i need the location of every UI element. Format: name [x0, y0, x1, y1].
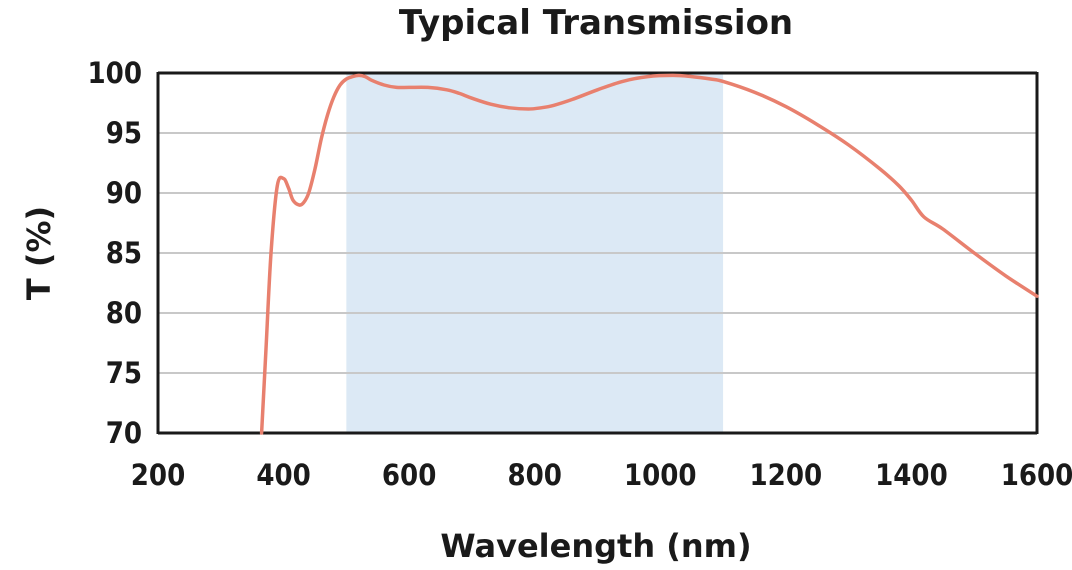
x-tick-label-1400: 1400 [875, 458, 948, 492]
x-tick-label-400: 400 [256, 458, 310, 492]
y-tick-label-80: 80 [106, 296, 142, 330]
x-tick-label-1200: 1200 [750, 458, 823, 492]
y-tick-label-75: 75 [106, 356, 142, 390]
series-line-0 [259, 73, 1039, 435]
x-tick-label-1000: 1000 [624, 458, 697, 492]
x-tick-label-200: 200 [131, 458, 185, 492]
series-layer [259, 73, 1039, 435]
x-axis-title: Wavelength (nm) [440, 527, 751, 565]
x-tick-label-600: 600 [382, 458, 436, 492]
y-axis-title: T (%) [20, 206, 58, 300]
x-tick-label-1600: 1600 [1001, 458, 1072, 492]
y-tick-label-70: 70 [106, 416, 142, 450]
grid-layer [158, 132, 1037, 374]
y-tick-label-100: 100 [88, 56, 142, 90]
chart-title: Typical Transmission [399, 3, 793, 43]
frame-layer [156, 71, 1039, 435]
tick-label-layer: 200 400 600 800 1000 1200 1400 1600 70 75 80 85 90 95… [88, 56, 1072, 492]
x-tick-label-800: 800 [507, 458, 561, 492]
y-tick-label-95: 95 [106, 116, 142, 150]
y-tick-label-85: 85 [106, 236, 142, 270]
y-tick-label-90: 90 [106, 176, 142, 210]
